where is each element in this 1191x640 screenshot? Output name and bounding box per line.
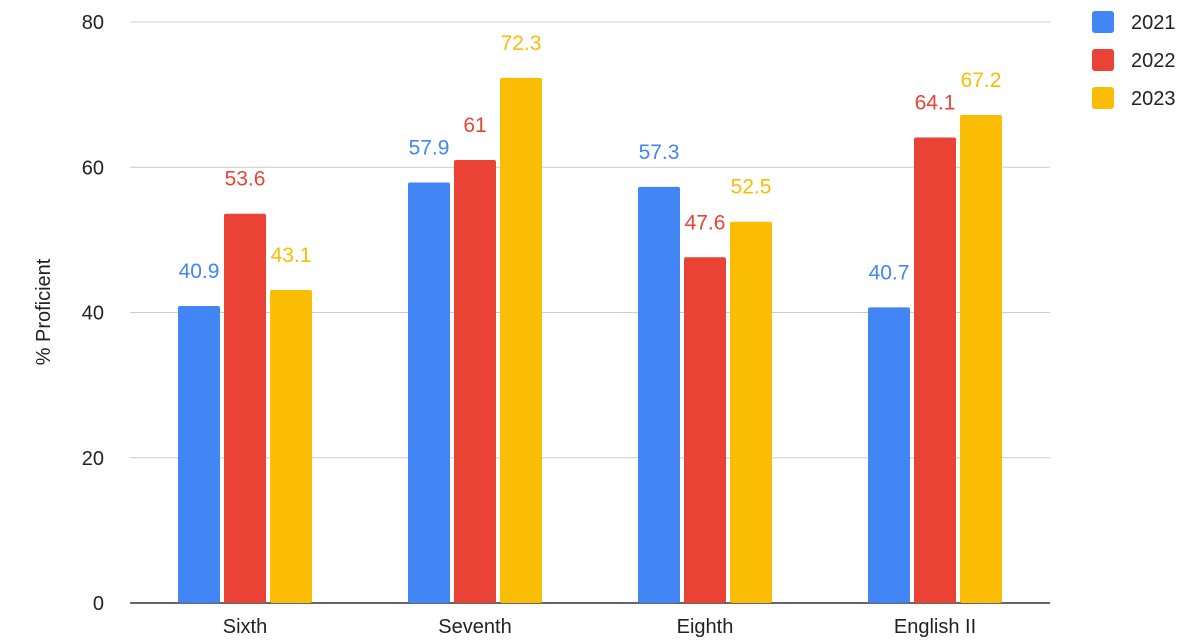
bar [408,182,450,603]
x-tick-label: Sixth [223,616,267,638]
x-tick-label: Seventh [438,616,511,638]
data-label: 57.3 [639,141,680,164]
bars [178,77,1002,604]
data-label: 40.9 [179,260,220,283]
legend-label: 2021 [1131,12,1176,34]
y-tick-label: 80 [82,12,104,34]
legend-label: 2023 [1131,88,1176,110]
bar [960,114,1002,604]
bar [638,186,680,603]
bar [270,289,312,603]
data-label: 57.9 [409,137,450,160]
data-label: 64.1 [915,91,956,114]
y-tick-label: 0 [93,593,104,615]
data-label: 53.6 [225,168,266,191]
y-tick-label: 60 [82,157,104,179]
y-axis-title: % Proficient [33,258,55,365]
data-label: 52.5 [731,176,772,199]
data-label: 47.6 [685,211,726,234]
bar [500,77,542,603]
legend: 2021 2022 2023 [1092,11,1176,110]
data-label: 40.7 [869,261,910,284]
legend-swatch [1092,11,1114,33]
data-label: 43.1 [271,244,312,267]
bar [730,221,772,603]
x-tick-labels: Sixth Seventh Eighth English II [223,616,976,638]
data-label: 67.2 [961,69,1002,92]
y-tick-label: 20 [82,448,104,470]
legend-swatch [1092,87,1114,109]
y-tick-labels: 0 20 40 60 80 [82,12,104,615]
bar [684,257,726,603]
bar [868,307,910,603]
data-label: 72.3 [501,32,542,55]
data-label: 61 [463,114,486,137]
bar [454,159,496,604]
legend-swatch [1092,49,1114,71]
data-labels: 40.9 53.6 43.1 57.9 61 72.3 57.3 47.652.5 40.7 64… [179,32,1002,284]
legend-label: 2022 [1131,50,1176,72]
x-tick-label: English II [894,616,976,638]
bar [224,213,266,604]
gridlines [130,21,1050,604]
x-tick-label: Eighth [677,616,734,638]
y-tick-label: 40 [82,303,104,325]
bar [178,305,220,603]
bar [914,137,956,603]
